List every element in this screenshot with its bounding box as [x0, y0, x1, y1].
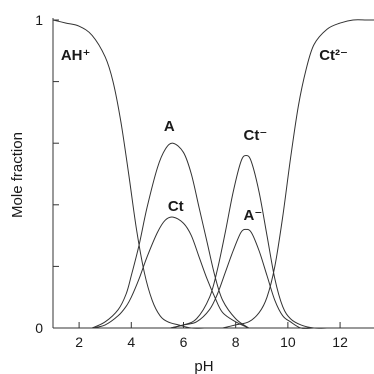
- series-label-0: AH⁺: [61, 47, 91, 64]
- y-tick-label: 1: [35, 12, 43, 28]
- x-tick-label: 10: [280, 334, 296, 350]
- x-tick-label: 2: [75, 334, 83, 350]
- series-label-4: A⁻: [244, 207, 263, 224]
- series-label-2: Ct: [168, 198, 184, 215]
- x-tick-label: 6: [180, 334, 188, 350]
- x-tick-label: 12: [332, 334, 348, 350]
- series-label-1: A: [164, 118, 175, 135]
- series-line-4: [170, 228, 328, 329]
- y-tick-label: 0: [35, 320, 43, 336]
- series-line-5: [222, 19, 374, 329]
- series-label-5: Ct²⁻: [319, 47, 348, 64]
- x-tick-label: 8: [232, 334, 240, 350]
- series-curves: [52, 19, 374, 329]
- x-tick-label: 4: [127, 334, 135, 350]
- series-line-0: [52, 19, 205, 329]
- axes: 2 4 6 8 10 12 0 1: [35, 12, 374, 350]
- series-line-3: [170, 155, 328, 329]
- series-label-3: Ct⁻: [244, 127, 268, 144]
- series-line-1: [91, 142, 250, 329]
- series-labels: AH⁺ A Ct Ct⁻ A⁻ Ct²⁻: [61, 47, 348, 224]
- y-axis-title: Mole fraction: [9, 132, 26, 218]
- x-axis-title: pH: [194, 358, 213, 374]
